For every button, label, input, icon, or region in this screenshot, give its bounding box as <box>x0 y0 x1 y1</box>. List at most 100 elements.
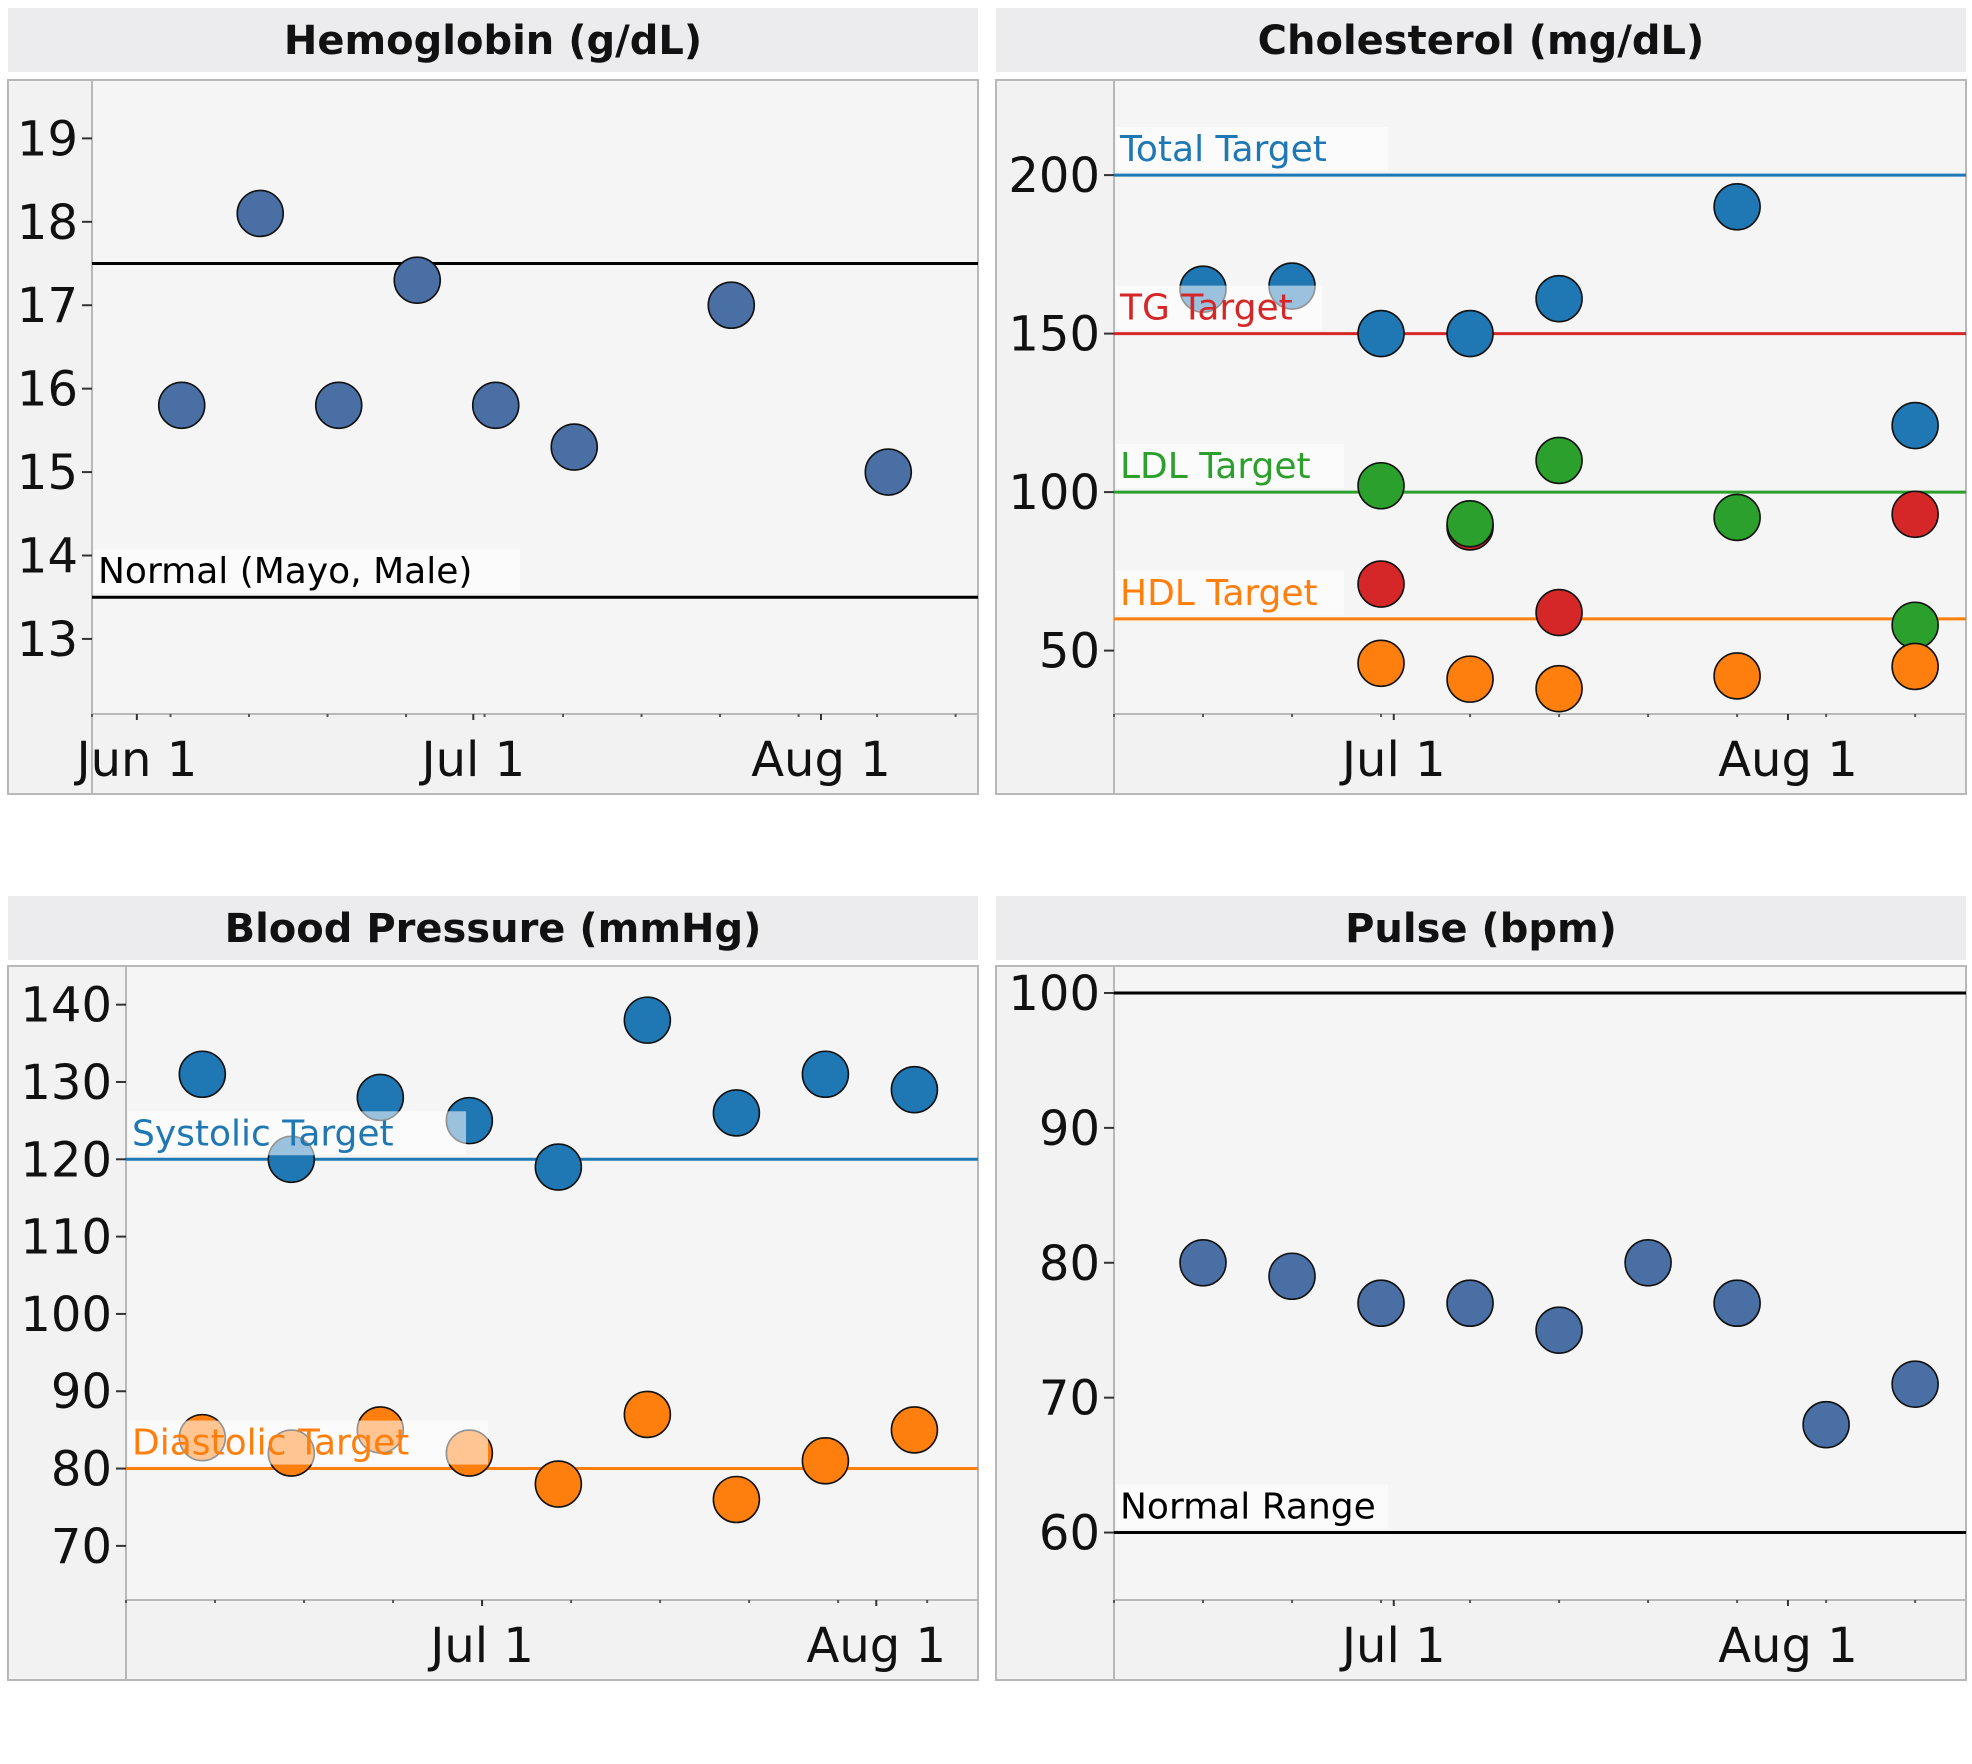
data-point-series-1-5 <box>623 1390 672 1439</box>
data-point-series-3-1 <box>1446 655 1494 703</box>
y-tick-label: 50 <box>1039 624 1100 680</box>
data-point-series-0-2 <box>1357 1279 1405 1328</box>
data-point-series-0-6 <box>1891 401 1939 450</box>
chart-panel-hemoglobin-g-dl: Hemoglobin (g/dL) 13 14 15 16 17 18 19 Jun 1 Jul … <box>7 8 979 795</box>
y-tick-label: 14 <box>17 529 78 585</box>
data-point-series-0-4 <box>534 1143 583 1191</box>
data-point-series-0-6 <box>712 1089 761 1137</box>
y-tick-label: 140 <box>20 978 112 1034</box>
data-point-series-0-5 <box>623 996 672 1044</box>
y-tick-label: 15 <box>17 445 78 501</box>
reference-label-backdrop <box>1116 1484 1388 1529</box>
reference-label: Diastolic Target <box>132 1423 409 1464</box>
y-tick-label: 19 <box>17 111 78 167</box>
data-point-series-1-7 <box>801 1437 850 1485</box>
data-point-series-0-0 <box>178 1050 227 1099</box>
data-point-series-0-4 <box>1535 274 1583 323</box>
data-point-series-0-4 <box>471 381 520 430</box>
reference-label: Normal Range <box>1120 1487 1376 1528</box>
data-point-series-0-2 <box>314 381 363 430</box>
data-point-series-0-6 <box>707 281 756 330</box>
reference-label-backdrop <box>128 1111 466 1156</box>
reference-label-backdrop <box>1116 444 1344 489</box>
data-point-series-0-3 <box>1446 309 1494 358</box>
y-tick-label: 16 <box>17 362 78 418</box>
data-point-series-0-5 <box>550 423 599 471</box>
data-point-series-1-6 <box>712 1475 761 1524</box>
y-tick-label: 100 <box>20 1287 112 1343</box>
data-point-series-3-2 <box>1535 664 1583 713</box>
data-point-series-0-7 <box>801 1050 850 1099</box>
y-tick-label: 18 <box>17 195 78 251</box>
data-point-series-0-5 <box>1624 1238 1672 1287</box>
data-point-series-0-8 <box>1891 1360 1939 1408</box>
data-point-series-0-6 <box>1713 1279 1761 1328</box>
data-point-series-1-2 <box>1535 588 1583 637</box>
y-tick-label: 110 <box>20 1210 112 1266</box>
y-tick-label: 80 <box>1039 1236 1100 1292</box>
y-tick-label: 90 <box>51 1364 112 1420</box>
reference-label-backdrop <box>1116 285 1322 330</box>
reference-label: HDL Target <box>1120 573 1318 614</box>
data-point-series-2-4 <box>1891 601 1939 650</box>
reference-label-backdrop <box>94 549 520 594</box>
data-point-series-0-3 <box>393 256 442 305</box>
chart-title: Hemoglobin (g/dL) <box>284 18 702 64</box>
x-tick-label: Aug 1 <box>1718 732 1858 788</box>
data-point-series-0-5 <box>1713 183 1761 231</box>
plot-area <box>91 79 979 715</box>
data-point-series-0-1 <box>236 189 285 238</box>
y-tick-label: 70 <box>51 1519 112 1575</box>
y-tick-label: 70 <box>1039 1371 1100 1427</box>
chart-panel-blood-pressure-mmhg: Blood Pressure (mmHg) 70 80 90 100 110 120 130 1… <box>7 896 979 1681</box>
chart-title: Pulse (bpm) <box>1345 906 1617 952</box>
data-point-series-0-4 <box>1535 1306 1583 1355</box>
data-point-series-1-8 <box>890 1406 939 1454</box>
x-tick-label: Aug 1 <box>751 732 891 788</box>
reference-label: Systolic Target <box>132 1113 394 1154</box>
chart-title: Blood Pressure (mmHg) <box>225 906 762 952</box>
data-point-series-3-4 <box>1891 642 1939 691</box>
chart-title-band <box>996 8 1966 72</box>
data-point-series-0-3 <box>1446 1279 1494 1328</box>
reference-label: Normal (Mayo, Male) <box>98 551 472 592</box>
x-tick-label: Jul 1 <box>1339 732 1446 788</box>
data-point-series-1-3 <box>1891 490 1939 539</box>
reference-label-backdrop <box>128 1420 488 1465</box>
x-tick-label: Aug 1 <box>807 1618 947 1674</box>
data-point-series-0-0 <box>1179 1238 1227 1287</box>
y-tick-label: 200 <box>1008 148 1100 204</box>
data-point-series-1-4 <box>534 1460 583 1508</box>
data-point-series-0-1 <box>1268 1252 1316 1301</box>
data-point-series-0-2 <box>1357 309 1405 358</box>
data-point-series-3-3 <box>1713 652 1761 700</box>
y-tick-label: 100 <box>1008 966 1100 1022</box>
data-point-series-2-3 <box>1713 493 1761 542</box>
data-point-series-2-1 <box>1446 499 1494 548</box>
data-point-series-1-0 <box>1357 560 1405 608</box>
data-point-series-3-0 <box>1357 639 1405 688</box>
y-tick-label: 120 <box>20 1132 112 1188</box>
x-tick-label: Jun 1 <box>73 732 197 788</box>
reference-label-backdrop <box>1116 570 1344 615</box>
reference-label: TG Target <box>1119 288 1293 329</box>
reference-label-backdrop <box>1116 127 1388 172</box>
y-tick-label: 90 <box>1039 1101 1100 1157</box>
reference-label: Total Target <box>1119 129 1327 170</box>
y-tick-label: 80 <box>51 1442 112 1498</box>
y-tick-label: 17 <box>17 278 78 334</box>
data-point-series-0-0 <box>157 381 206 430</box>
chart-panel-pulse-bpm: Pulse (bpm) 60 70 80 90 100 Jul 1 Aug 1 Normal R… <box>995 896 1967 1681</box>
x-tick-label: Jul 1 <box>418 732 525 788</box>
data-point-series-2-2 <box>1535 436 1583 485</box>
chart-title-band <box>996 896 1966 960</box>
y-tick-label: 13 <box>17 612 78 668</box>
data-point-series-0-7 <box>864 448 913 496</box>
y-tick-label: 130 <box>20 1055 112 1111</box>
y-tick-label: 60 <box>1039 1506 1100 1562</box>
chart-title-band <box>8 8 978 72</box>
data-point-series-2-0 <box>1357 461 1405 510</box>
data-point-series-0-7 <box>1802 1400 1850 1449</box>
data-point-series-0-8 <box>890 1065 939 1114</box>
